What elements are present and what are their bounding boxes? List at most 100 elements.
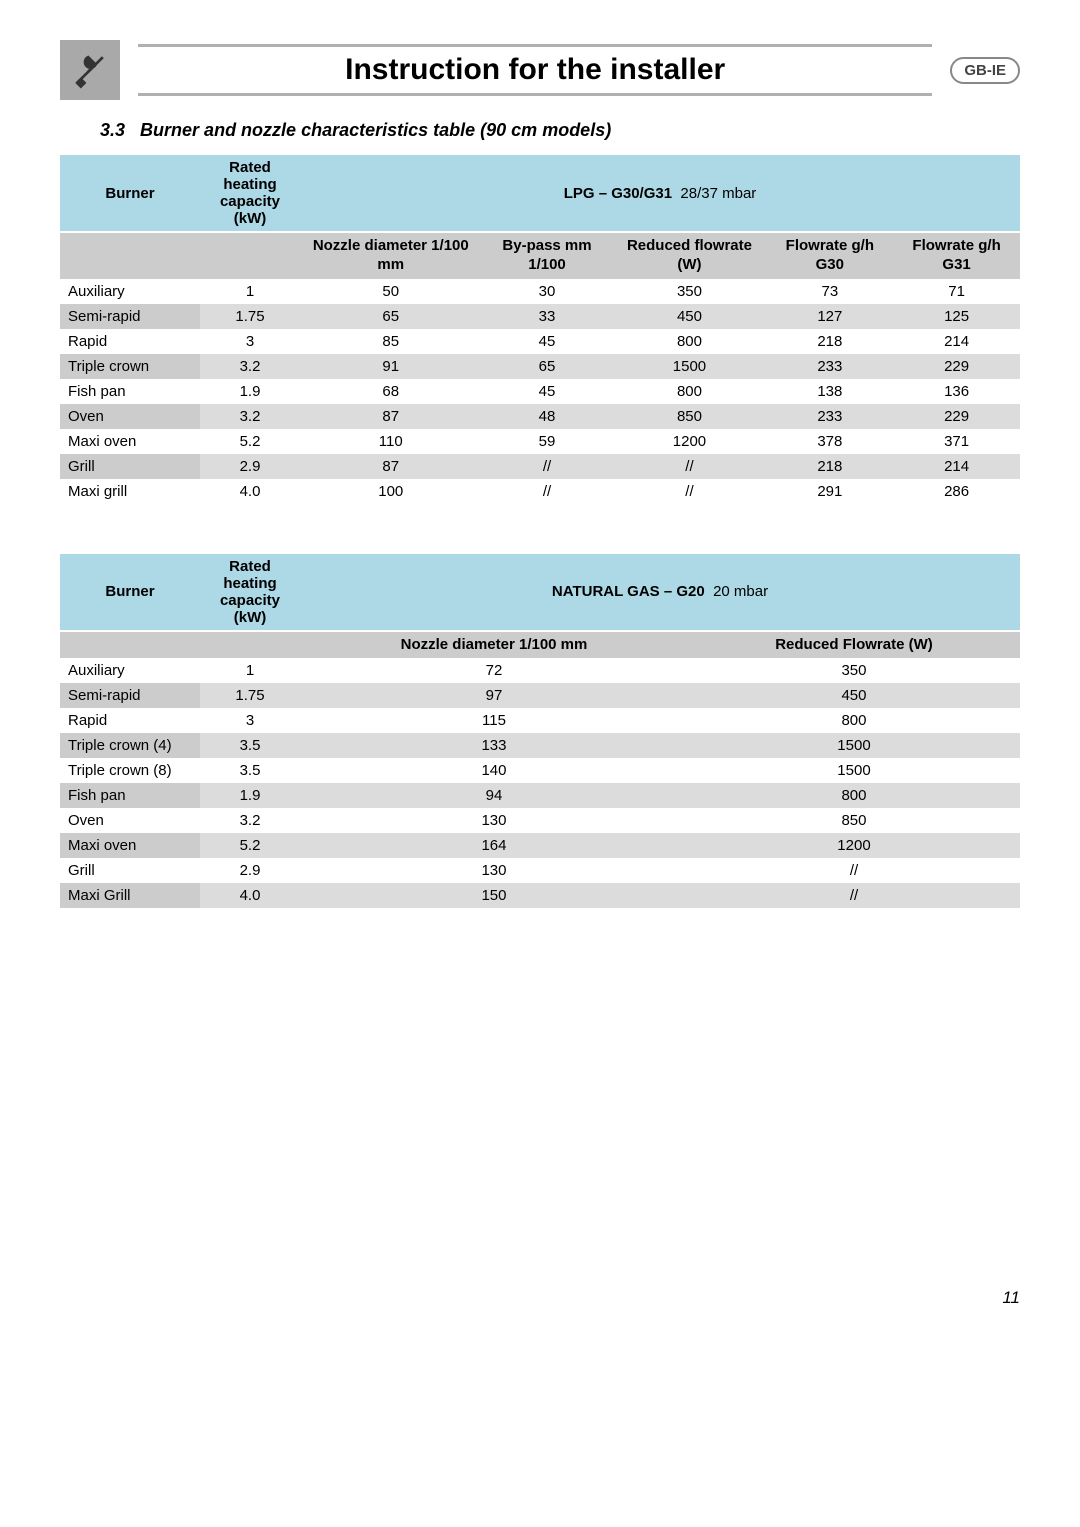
- cell-nozzle: 91: [300, 354, 482, 379]
- col-burner: Burner: [60, 155, 200, 232]
- section-number: 3.3: [100, 120, 125, 140]
- cell-fg31: 125: [893, 304, 1020, 329]
- cell-capacity: 1.75: [200, 304, 300, 329]
- cell-nozzle: 130: [300, 808, 688, 833]
- cell-burner: Semi-rapid: [60, 683, 200, 708]
- cell-fg30: 138: [766, 379, 893, 404]
- cell-capacity: 3: [200, 708, 300, 733]
- cell-bypass: 65: [482, 354, 613, 379]
- col-nozzle: Nozzle diameter 1/100 mm: [300, 232, 482, 279]
- cell-reduced: 450: [688, 683, 1020, 708]
- cell-capacity: 1.75: [200, 683, 300, 708]
- section-title: 3.3 Burner and nozzle characteristics ta…: [100, 120, 1020, 141]
- cell-reduced: 1500: [612, 354, 766, 379]
- cell-capacity: 1.9: [200, 783, 300, 808]
- cell-capacity: 4.0: [200, 479, 300, 504]
- table-row: Maxi oven5.21641200: [60, 833, 1020, 858]
- cell-bypass: 45: [482, 379, 613, 404]
- cell-bypass: 45: [482, 329, 613, 354]
- cell-fg30: 291: [766, 479, 893, 504]
- cell-nozzle: 133: [300, 733, 688, 758]
- cell-reduced: 800: [612, 379, 766, 404]
- cell-burner: Grill: [60, 454, 200, 479]
- cell-burner: Triple crown (4): [60, 733, 200, 758]
- col-bypass: By-pass mm 1/100: [482, 232, 613, 279]
- cell-nozzle: 140: [300, 758, 688, 783]
- table-row: Maxi oven5.2110591200378371: [60, 429, 1020, 454]
- cell-capacity: 1: [200, 658, 300, 683]
- cell-reduced: 800: [612, 329, 766, 354]
- cell-burner: Triple crown (8): [60, 758, 200, 783]
- cell-burner: Maxi grill: [60, 479, 200, 504]
- col-capacity: Rated heating capacity (kW): [200, 155, 300, 232]
- cell-bypass: 48: [482, 404, 613, 429]
- table-row: Maxi grill4.0100////291286: [60, 479, 1020, 504]
- cell-reduced: 1500: [688, 733, 1020, 758]
- col-fg30: Flowrate g/h G30: [766, 232, 893, 279]
- section-text: Burner and nozzle characteristics table …: [140, 120, 611, 140]
- cell-burner: Maxi oven: [60, 429, 200, 454]
- cell-burner: Auxiliary: [60, 658, 200, 683]
- cell-burner: Auxiliary: [60, 279, 200, 304]
- gas-header: LPG – G30/G31 28/37 mbar: [300, 155, 1020, 232]
- table-row: Maxi Grill4.0150//: [60, 883, 1020, 908]
- table-row: Oven3.28748850233229: [60, 404, 1020, 429]
- cell-nozzle: 87: [300, 404, 482, 429]
- cell-fg31: 229: [893, 404, 1020, 429]
- cell-fg30: 218: [766, 454, 893, 479]
- col-reduced: Reduced Flowrate (W): [688, 631, 1020, 659]
- wrench-screwdriver-icon: [60, 40, 120, 100]
- cell-fg31: 214: [893, 454, 1020, 479]
- col-reduced: Reduced flowrate (W): [612, 232, 766, 279]
- cell-reduced: 800: [688, 783, 1020, 808]
- lpg-table: Burner Rated heating capacity (kW) LPG –…: [60, 155, 1020, 504]
- cell-burner: Rapid: [60, 329, 200, 354]
- cell-capacity: 1.9: [200, 379, 300, 404]
- cell-fg30: 233: [766, 354, 893, 379]
- cell-burner: Maxi Grill: [60, 883, 200, 908]
- table-row: Grill2.987////218214: [60, 454, 1020, 479]
- page-header: Instruction for the installer GB-IE: [60, 40, 1020, 100]
- cell-reduced: 350: [612, 279, 766, 304]
- col-capacity: Rated heating capacity (kW): [200, 554, 300, 631]
- cell-fg30: 233: [766, 404, 893, 429]
- cell-fg31: 214: [893, 329, 1020, 354]
- cell-reduced: 850: [688, 808, 1020, 833]
- cell-reduced: 350: [688, 658, 1020, 683]
- cell-burner: Rapid: [60, 708, 200, 733]
- cell-fg31: 229: [893, 354, 1020, 379]
- cell-nozzle: 150: [300, 883, 688, 908]
- col-fg31: Flowrate g/h G31: [893, 232, 1020, 279]
- cell-nozzle: 100: [300, 479, 482, 504]
- table-row: Triple crown3.291651500233229: [60, 354, 1020, 379]
- cell-reduced: 450: [612, 304, 766, 329]
- cell-bypass: 33: [482, 304, 613, 329]
- cell-burner: Fish pan: [60, 783, 200, 808]
- cell-nozzle: 110: [300, 429, 482, 454]
- cell-nozzle: 50: [300, 279, 482, 304]
- cell-reduced: //: [612, 454, 766, 479]
- cell-nozzle: 115: [300, 708, 688, 733]
- table-row: Triple crown (8)3.51401500: [60, 758, 1020, 783]
- table-row: Rapid38545800218214: [60, 329, 1020, 354]
- region-badge: GB-IE: [950, 57, 1020, 84]
- table-row: Grill2.9130//: [60, 858, 1020, 883]
- table-row: Oven3.2130850: [60, 808, 1020, 833]
- cell-fg30: 127: [766, 304, 893, 329]
- cell-fg30: 378: [766, 429, 893, 454]
- cell-bypass: 30: [482, 279, 613, 304]
- cell-capacity: 3.2: [200, 808, 300, 833]
- cell-capacity: 3.5: [200, 758, 300, 783]
- cell-nozzle: 65: [300, 304, 482, 329]
- table-row: Rapid3115800: [60, 708, 1020, 733]
- table-row: Auxiliary150303507371: [60, 279, 1020, 304]
- cell-reduced: //: [688, 858, 1020, 883]
- table-row: Triple crown (4)3.51331500: [60, 733, 1020, 758]
- table-row: Semi-rapid1.7597450: [60, 683, 1020, 708]
- cell-nozzle: 164: [300, 833, 688, 858]
- table-row: Fish pan1.994800: [60, 783, 1020, 808]
- cell-fg31: 136: [893, 379, 1020, 404]
- cell-capacity: 2.9: [200, 454, 300, 479]
- cell-capacity: 3: [200, 329, 300, 354]
- cell-nozzle: 68: [300, 379, 482, 404]
